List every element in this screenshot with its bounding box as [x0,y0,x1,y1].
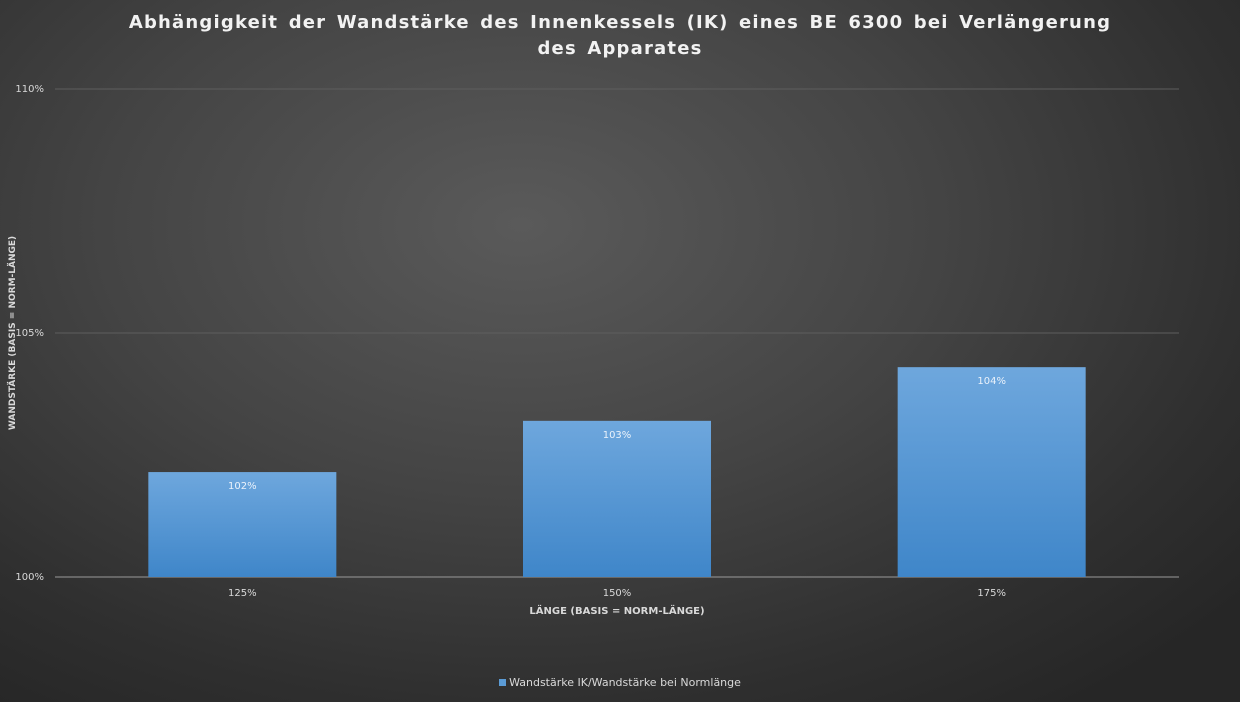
y-tick-label: 105% [15,328,44,339]
data-label: 103% [603,430,632,441]
x-tick-label: 175% [977,588,1006,599]
x-tick-label: 125% [228,588,257,599]
y-tick-label: 110% [15,84,44,95]
y-tick-label: 100% [15,572,44,583]
legend: Wandstärke IK/Wandstärke bei Normlänge [0,676,1240,689]
legend-label: Wandstärke IK/Wandstärke bei Normlänge [509,676,741,689]
chart-title: Abhängigkeit der Wandstärke des Innenkes… [128,12,1112,59]
y-axis-title: WANDSTÄRKE (BASIS = NORM-LÄNGE) [7,236,18,430]
bar [148,472,337,577]
bar [523,420,711,577]
data-label: 104% [977,376,1006,387]
data-label: 102% [228,481,257,492]
x-tick-label: 150% [603,588,632,599]
bar [897,367,1086,577]
x-axis-title: LÄNGE (BASIS = NORM-LÄNGE) [529,603,704,617]
legend-swatch [499,679,507,686]
